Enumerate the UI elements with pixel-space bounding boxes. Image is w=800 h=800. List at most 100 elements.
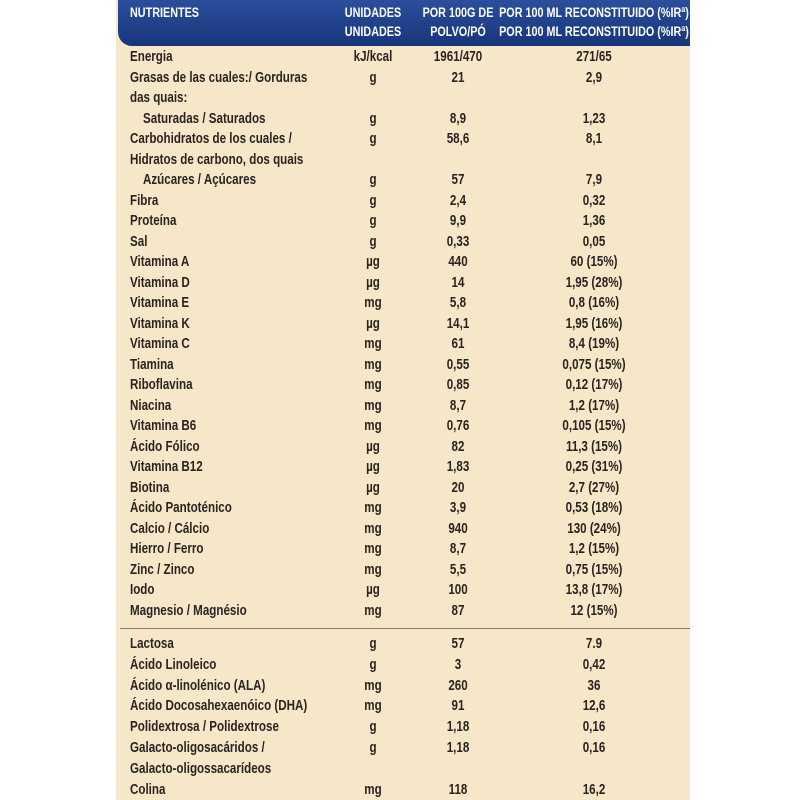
nutrient-name: Energia xyxy=(130,49,173,65)
nutrient-name: Fibra xyxy=(130,192,159,209)
per-100g: 9,9 xyxy=(449,213,467,229)
per-100g: 0,76 xyxy=(446,418,470,434)
nutrient-name: Grasas de las cuales:/ Gorduras xyxy=(130,69,308,86)
unit: g xyxy=(369,636,377,652)
per-100ml: 36 xyxy=(587,677,601,694)
per-100ml: 1,95 (28%) xyxy=(565,274,623,291)
per-100g: 0,33 xyxy=(446,233,470,250)
nutrient-name: Biotina xyxy=(130,479,170,496)
nutrient-name: Polidextrosa / Polidextrose xyxy=(130,719,279,736)
unit: g xyxy=(369,69,377,86)
unit: g xyxy=(369,131,377,147)
nutrient-name: Vitamina E xyxy=(130,295,190,311)
per-100g: 5,5 xyxy=(449,561,467,578)
nutrient-name: Ácido α-linolénico (ALA) xyxy=(130,677,266,694)
per-100ml: 130 (24%) xyxy=(567,520,621,537)
unit: mg xyxy=(364,397,382,414)
nutrient-name: Galacto-oligosacáridos / xyxy=(130,740,265,756)
nutrient-name: Iodo xyxy=(130,582,155,598)
nutrient-name: Zinc / Zinco xyxy=(130,561,195,578)
per-100g: 61 xyxy=(451,336,465,352)
header-cell: UNIDADES xyxy=(344,24,402,39)
per-100g: 1961/470 xyxy=(433,49,483,65)
per-100g: 1,18 xyxy=(446,719,470,736)
nutrient-name: Ácido Linoleico xyxy=(130,656,217,673)
unit: mg xyxy=(364,500,382,516)
unit: µg xyxy=(366,274,380,291)
per-100ml: 16,2 xyxy=(582,781,606,798)
nutrient-name: das quais: xyxy=(130,90,188,106)
nutrient-name: Proteína xyxy=(130,213,177,229)
nutrient-name: Vitamina A xyxy=(130,254,190,270)
unit: g xyxy=(369,192,377,209)
nutrient-name: Vitamina B6 xyxy=(130,418,197,434)
unit: µg xyxy=(366,438,380,455)
per-100ml: 12,6 xyxy=(582,698,606,715)
per-100ml: 7,9 xyxy=(585,172,603,188)
per-100g: 0,55 xyxy=(446,356,470,373)
header-nutrients: NUTRIENTES xyxy=(130,5,200,20)
nutrient-name: Hidratos de carbono, dos quais xyxy=(130,151,304,168)
header-cell: POR 100G DE xyxy=(422,5,494,20)
per-100g: 14,1 xyxy=(446,315,470,332)
per-100g: 5,8 xyxy=(449,295,467,311)
unit: g xyxy=(369,213,377,229)
unit: mg xyxy=(364,356,382,373)
header-cell: POR 100 ML RECONSTITUIDO (%IRª) xyxy=(499,24,689,39)
per-100ml: 0,53 (18%) xyxy=(565,500,623,516)
per-100g: 82 xyxy=(451,438,465,455)
per-100g: 3 xyxy=(454,656,462,673)
nutrient-name: Vitamina K xyxy=(130,315,190,332)
per-100ml: 60 (15%) xyxy=(570,254,618,270)
per-100ml: 0,32 xyxy=(582,192,606,209)
per-100g: 0,85 xyxy=(446,377,470,393)
unit: mg xyxy=(364,295,382,311)
per-100g: 8,9 xyxy=(449,110,467,127)
per-100g: 57 xyxy=(451,636,465,652)
per-100ml: 11,3 (15%) xyxy=(565,438,623,455)
per-100ml: 1,23 xyxy=(582,110,606,127)
header-band xyxy=(118,0,690,46)
per-100ml: 1,2 (17%) xyxy=(568,397,620,414)
nutrient-name: Colina xyxy=(130,781,166,798)
nutrient-name: Ácido Docosahexaenóico (DHA) xyxy=(130,698,308,715)
nutrient-name: Vitamina B12 xyxy=(130,459,203,475)
unit: g xyxy=(369,233,377,250)
nutrient-name: Carbohidratos de los cuales / xyxy=(130,131,292,147)
per-100g: 21 xyxy=(451,69,465,86)
unit: mg xyxy=(364,561,382,578)
nutrient-name: Niacina xyxy=(130,397,172,414)
per-100ml: 7.9 xyxy=(585,636,603,652)
unit: µg xyxy=(366,254,380,270)
unit: µg xyxy=(366,315,380,332)
per-100g: 118 xyxy=(448,781,468,798)
per-100ml: 0,16 xyxy=(582,719,606,736)
per-100g: 260 xyxy=(448,677,468,694)
unit: mg xyxy=(364,418,382,434)
per-100g: 1,18 xyxy=(446,740,470,756)
per-100ml: 8,1 xyxy=(585,131,603,147)
unit: µg xyxy=(366,479,380,496)
per-100ml: 1,36 xyxy=(582,213,606,229)
unit: mg xyxy=(364,677,382,694)
per-100ml: 0,42 xyxy=(582,656,606,673)
per-100ml: 1,2 (15%) xyxy=(568,541,620,557)
unit: µg xyxy=(366,459,380,475)
nutrient-name: Ácido Fólico xyxy=(130,438,200,455)
per-100ml: 2,7 (27%) xyxy=(568,479,620,496)
unit: mg xyxy=(364,698,382,715)
unit: g xyxy=(369,719,377,736)
per-100ml: 12 (15%) xyxy=(570,602,618,619)
per-100g: 1,83 xyxy=(446,459,470,475)
unit: mg xyxy=(364,520,382,537)
nutrient-name: Calcio / Cálcio xyxy=(130,520,210,537)
unit: mg xyxy=(364,602,382,619)
per-100g: 100 xyxy=(448,582,468,598)
unit: mg xyxy=(364,541,382,557)
unit: g xyxy=(369,110,377,127)
per-100g: 87 xyxy=(451,602,465,619)
per-100ml: 0,075 (15%) xyxy=(562,356,626,373)
nutrient-name: Saturadas / Saturados xyxy=(143,110,266,127)
per-100ml: 0,8 (16%) xyxy=(568,295,620,311)
